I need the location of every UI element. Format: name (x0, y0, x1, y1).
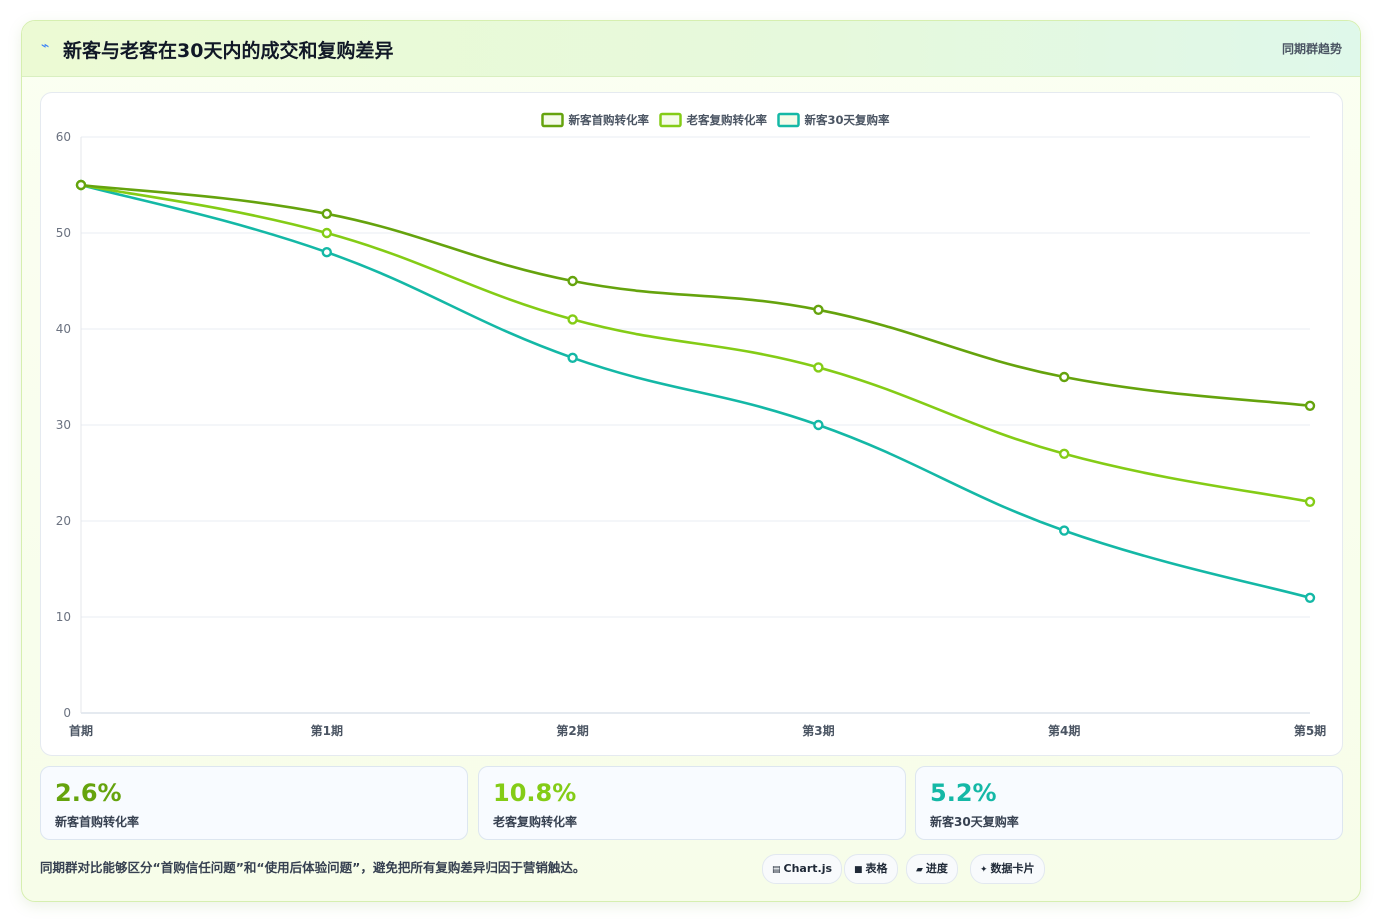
data-point (1304, 592, 1316, 603)
x-tick-label: 第2期 (556, 723, 588, 738)
y-tick-label: 50 (56, 226, 71, 240)
y-tick-label: 40 (56, 322, 71, 336)
y-tick-label: 0 (63, 706, 71, 720)
legend-label: 新客首购转化率 (569, 113, 650, 127)
x-tick-label: 第3期 (802, 723, 834, 738)
data-point (1059, 371, 1070, 383)
metric-label: 新客首购转化率 (55, 815, 140, 829)
data-point (567, 275, 578, 287)
metric-card-new-30day: 5.2% 新客30天复购率 (915, 766, 1343, 840)
page-title: 新客与老客在30天内的成交和复购差异 (63, 40, 394, 62)
y-tick-label: 10 (56, 610, 71, 624)
chip-table[interactable]: ■ 表格 (844, 854, 898, 884)
data-point (321, 208, 332, 220)
data-point (1059, 525, 1070, 536)
line-chart: 0 10 20 30 40 50 60 首期 第1期 第2期 第3期 第4期 第5期 新客首购转化率 老客复… (56, 112, 1326, 738)
x-tick-label: 第5期 (1294, 723, 1326, 738)
data-point (321, 246, 332, 258)
metric-value: 5.2% (930, 779, 997, 807)
table-icon: ■ (854, 865, 863, 875)
metric-card-new-first: 2.6% 新客首购转化率 (40, 766, 468, 840)
y-tick-label: 20 (56, 514, 71, 528)
chip-label: Chart.js (783, 862, 833, 875)
progress-icon: ▰ (916, 865, 923, 875)
metric-value: 10.8% (493, 779, 577, 807)
chip-label: 数据卡片 (990, 862, 1035, 875)
chip-chartjs[interactable]: ▤ Chart.js (762, 854, 843, 884)
series-line (79, 183, 1312, 600)
data-point (567, 314, 578, 325)
legend-swatch (777, 112, 800, 128)
chip-label: 表格 (865, 862, 888, 875)
metric-card-old-repurchase: 10.8% 老客复购转化率 (478, 766, 906, 840)
chart-icon: ▤ (772, 865, 781, 875)
footnote: 同期群对比能够区分“首购信任问题”和“使用后体验问题”，避免把所有复购差异归因于… (40, 860, 586, 875)
data-point (813, 362, 824, 373)
data-point (1059, 448, 1070, 459)
series-line (79, 183, 1312, 504)
chart-card: ⌁ 新客与老客在30天内的成交和复购差异 同期群趋势 0 10 20 30 40 50 60… (21, 20, 1361, 902)
data-point (567, 352, 578, 363)
chip-data-card[interactable]: ✦ 数据卡片 (970, 854, 1045, 884)
x-tick-label: 第1期 (311, 723, 343, 738)
series-line (79, 183, 1312, 408)
legend-label: 老客复购转化率 (686, 113, 768, 127)
legend-swatch (541, 112, 564, 128)
metric-label: 老客复购转化率 (493, 815, 578, 829)
data-point (1304, 496, 1316, 507)
metric-label: 新客30天复购率 (930, 815, 1019, 829)
y-tick-label: 60 (56, 130, 71, 144)
chip-label: 进度 (925, 862, 948, 875)
data-point (813, 304, 824, 316)
data-point (75, 179, 87, 191)
data-point (1304, 400, 1316, 411)
y-tick-label: 30 (56, 418, 71, 432)
card-header: ⌁ 新客与老客在30天内的成交和复购差异 同期群趋势 (22, 21, 1360, 77)
chip-progress[interactable]: ▰ 进度 (906, 854, 958, 884)
data-point (321, 227, 332, 239)
x-tick-label: 第4期 (1048, 723, 1080, 738)
x-tick-label: 首期 (69, 723, 93, 738)
metric-value: 2.6% (55, 779, 122, 807)
legend-label: 新客30天复购率 (805, 113, 891, 127)
data-point (813, 419, 824, 431)
legend-swatch (659, 112, 682, 128)
header-tag: 同期群趋势 (1281, 42, 1342, 56)
data-card-icon: ✦ (980, 865, 988, 875)
chart-panel: 0 10 20 30 40 50 60 首期 第1期 第2期 第3期 第4期 第5期 新客首购转化率 老客复… (40, 92, 1343, 756)
trend-icon: ⌁ (41, 38, 50, 54)
